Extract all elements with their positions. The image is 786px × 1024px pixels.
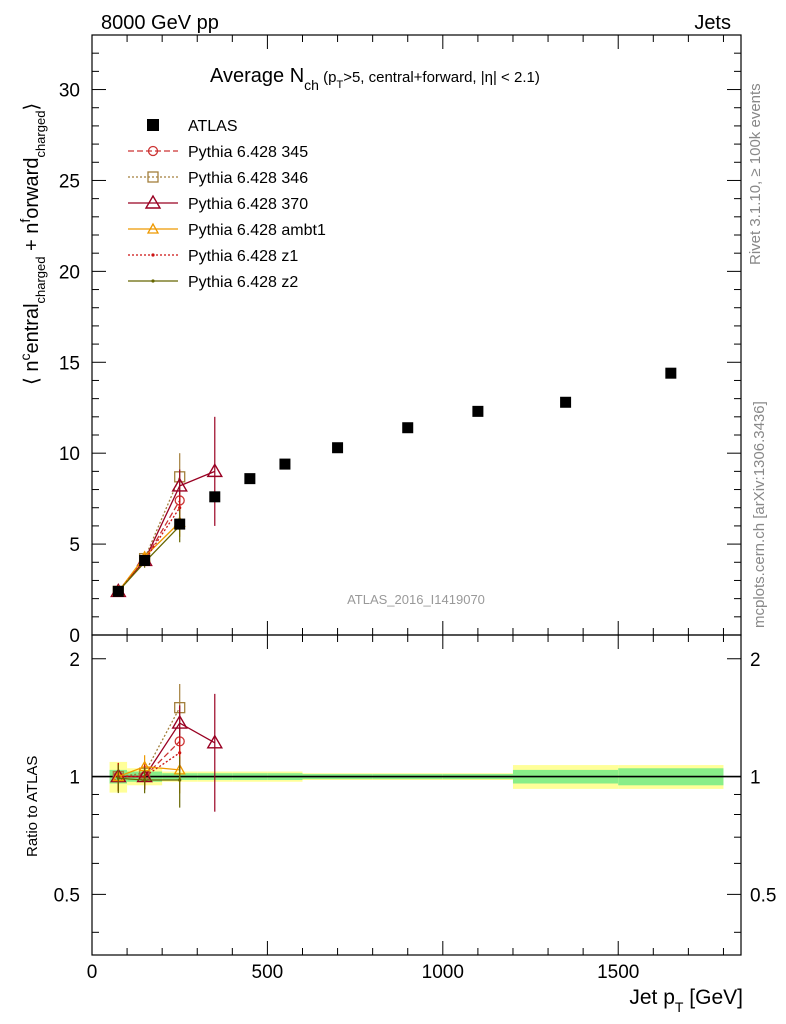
ratio-series-line: [118, 740, 181, 778]
data-marks: [110, 367, 677, 812]
x-tick-label: 1000: [422, 962, 464, 983]
atlas-data-point: [139, 554, 151, 566]
legend-label: Pythia 6.428 z2: [188, 274, 298, 291]
y-tick-label: 25: [59, 171, 80, 192]
marker-triangle: [144, 194, 162, 209]
legend-label: Pythia 6.428 ambt1: [188, 222, 326, 239]
marker-circle: [147, 145, 159, 157]
atlas-data-point: [279, 458, 291, 470]
marker-triangle-small: [146, 222, 160, 234]
legend-label: Pythia 6.428 345: [188, 144, 308, 161]
x-tick-label: 500: [252, 962, 284, 983]
marker-dot: [116, 776, 120, 780]
marker-dot: [151, 279, 155, 283]
marker-dot: [178, 778, 182, 782]
marker-triangle: [206, 734, 224, 749]
legend-label: Pythia 6.428 370: [188, 196, 308, 213]
axis-ticks: 0 500 1000 1500 0 5 10 15 20 25 30 0.5 0.5 1 1 2 2: [54, 34, 776, 983]
marker-dot: [178, 506, 182, 510]
legend-label: Pythia 6.428 346: [188, 170, 308, 187]
atlas-data-point: [402, 422, 414, 434]
x-tick-label: 1500: [597, 962, 639, 983]
atlas-data-point: [174, 518, 186, 530]
atlas-data-point: [244, 473, 256, 485]
y-tick-label: 0: [69, 626, 80, 647]
marker-dot: [178, 751, 182, 755]
marker-dot: [151, 253, 155, 257]
marker-triangle: [171, 477, 188, 492]
x-axis-label: Jet pT [GeV]: [629, 986, 743, 1015]
atlas-data-point: [472, 405, 484, 417]
analysis-watermark: ATLAS_2016_I1419070: [347, 592, 485, 607]
ratio-series-line: [118, 707, 181, 778]
y-axis-label: ⟨ ncentralcharged + nforwardcharged⟩: [17, 103, 48, 385]
header-category: Jets: [694, 12, 731, 34]
marker-triangle: [206, 462, 224, 478]
ratio-y-tick-label: 0.5: [54, 885, 80, 906]
atlas-data-point: [332, 442, 344, 454]
marker-triangle: [171, 714, 188, 729]
mcplots-label: mcplots.cern.ch [arXiv:1306.3436]: [751, 401, 768, 628]
legend-label: Pythia 6.428 z1: [188, 248, 298, 265]
ratio-series-line: [118, 752, 181, 778]
series-line: [117, 500, 181, 592]
ratio-y-tick-label: 1: [69, 768, 80, 789]
x-tick-label: 0: [87, 962, 98, 983]
legend-label-atlas: ATLAS: [188, 118, 238, 135]
marker-square: [147, 171, 159, 183]
ratio-y-tick-label-right: 0.5: [750, 885, 776, 906]
ratio-panel-frame: [91, 634, 742, 956]
ratio-y-tick-label-right: 2: [750, 650, 761, 671]
series-line: [117, 476, 181, 592]
chart-title: Average Nch (pT>5, central+forward, |η| …: [210, 65, 540, 93]
legend-marker-atlas: [147, 119, 159, 131]
header-process: 8000 GeV pp: [101, 12, 219, 34]
ratio-y-tick-label: 2: [69, 650, 80, 671]
legend: ATLAS Pythia 6.428 345 Pythia 6.428 346 Pyt…: [128, 118, 326, 291]
y-tick-label: 30: [59, 81, 80, 102]
atlas-data-point: [209, 491, 221, 503]
y-tick-label: 20: [59, 262, 80, 283]
ratio-uncertainty-bands: [92, 761, 741, 793]
y-tick-label: 10: [59, 444, 80, 465]
atlas-data-point: [112, 585, 124, 597]
ratio-y-tick-label-right: 1: [750, 768, 761, 789]
y-tick-label: 15: [59, 353, 80, 374]
ratio-y-axis-label: Ratio to ATLAS: [24, 756, 41, 857]
atlas-data-point: [560, 396, 572, 408]
marker-dot: [143, 778, 147, 782]
rivet-label: Rivet 3.1.10, ≥ 100k events: [747, 83, 764, 265]
atlas-data-point: [665, 367, 677, 379]
y-tick-label: 5: [69, 535, 80, 556]
